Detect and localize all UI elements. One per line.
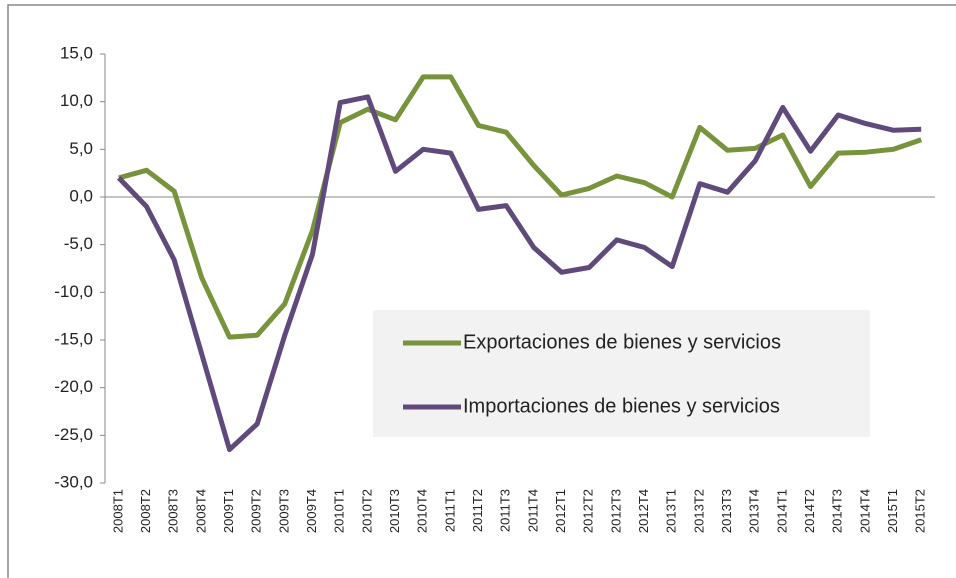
chart-frame (7, 4, 956, 578)
y-tick-label: 5,0 (69, 139, 93, 158)
x-tick-label: 2013T1 (664, 489, 679, 533)
x-tick-label: 2008T1 (110, 489, 125, 533)
x-tick-label: 2015T2 (913, 489, 928, 533)
x-tick-label: 2014T1 (774, 489, 789, 533)
x-tick-label: 2011T3 (498, 489, 513, 532)
x-tick-label: 2011T2 (470, 489, 485, 532)
y-tick-label: -5,0 (64, 234, 93, 253)
x-tick-label: 2012T4 (636, 489, 651, 533)
x-tick-label: 2011T4 (525, 489, 540, 532)
x-tick-label: 2011T1 (442, 489, 457, 532)
y-tick-label: -20,0 (54, 377, 93, 396)
x-tick-label: 2012T2 (581, 489, 596, 533)
legend-label: Exportaciones de bienes y servicios (463, 331, 781, 353)
x-tick-label: 2009T3 (276, 489, 291, 533)
y-tick-label: -10,0 (54, 282, 93, 301)
x-tick-label: 2013T2 (691, 489, 706, 533)
data-line (118, 74, 923, 340)
legend-label: Importaciones de bienes y servicios (463, 395, 780, 417)
x-tick-label: 2014T4 (857, 489, 872, 533)
y-tick-label: -25,0 (54, 425, 93, 444)
y-tick-label: 10,0 (60, 91, 93, 110)
y-tick-label: -15,0 (54, 329, 93, 348)
x-tick-label: 2012T3 (608, 489, 623, 533)
x-tick-label: 2009T4 (304, 489, 319, 533)
y-tick-label: -30,0 (54, 472, 93, 491)
x-tick-label: 2009T1 (221, 489, 236, 533)
x-tick-label: 2015T1 (885, 489, 900, 533)
y-tick-label: 15,0 (60, 43, 93, 62)
x-tick-label: 2010T4 (415, 489, 430, 533)
legend-box (373, 310, 870, 437)
x-tick-label: 2014T3 (830, 489, 845, 533)
x-tick-label: 2008T2 (138, 489, 153, 533)
x-tick-label: 2013T4 (747, 489, 762, 533)
x-tick-label: 2014T2 (802, 489, 817, 533)
x-tick-label: 2008T3 (166, 489, 181, 533)
x-tick-label: 2009T2 (249, 489, 264, 533)
x-tick-label: 2013T3 (719, 489, 734, 533)
x-tick-label: 2010T1 (332, 489, 347, 533)
x-tick-label: 2010T3 (387, 489, 402, 533)
x-tick-label: 2010T2 (359, 489, 374, 533)
x-tick-label: 2012T1 (553, 489, 568, 533)
x-tick-label: 2008T4 (193, 489, 208, 533)
data-line (117, 94, 922, 453)
y-tick-label: 0,0 (69, 186, 93, 205)
